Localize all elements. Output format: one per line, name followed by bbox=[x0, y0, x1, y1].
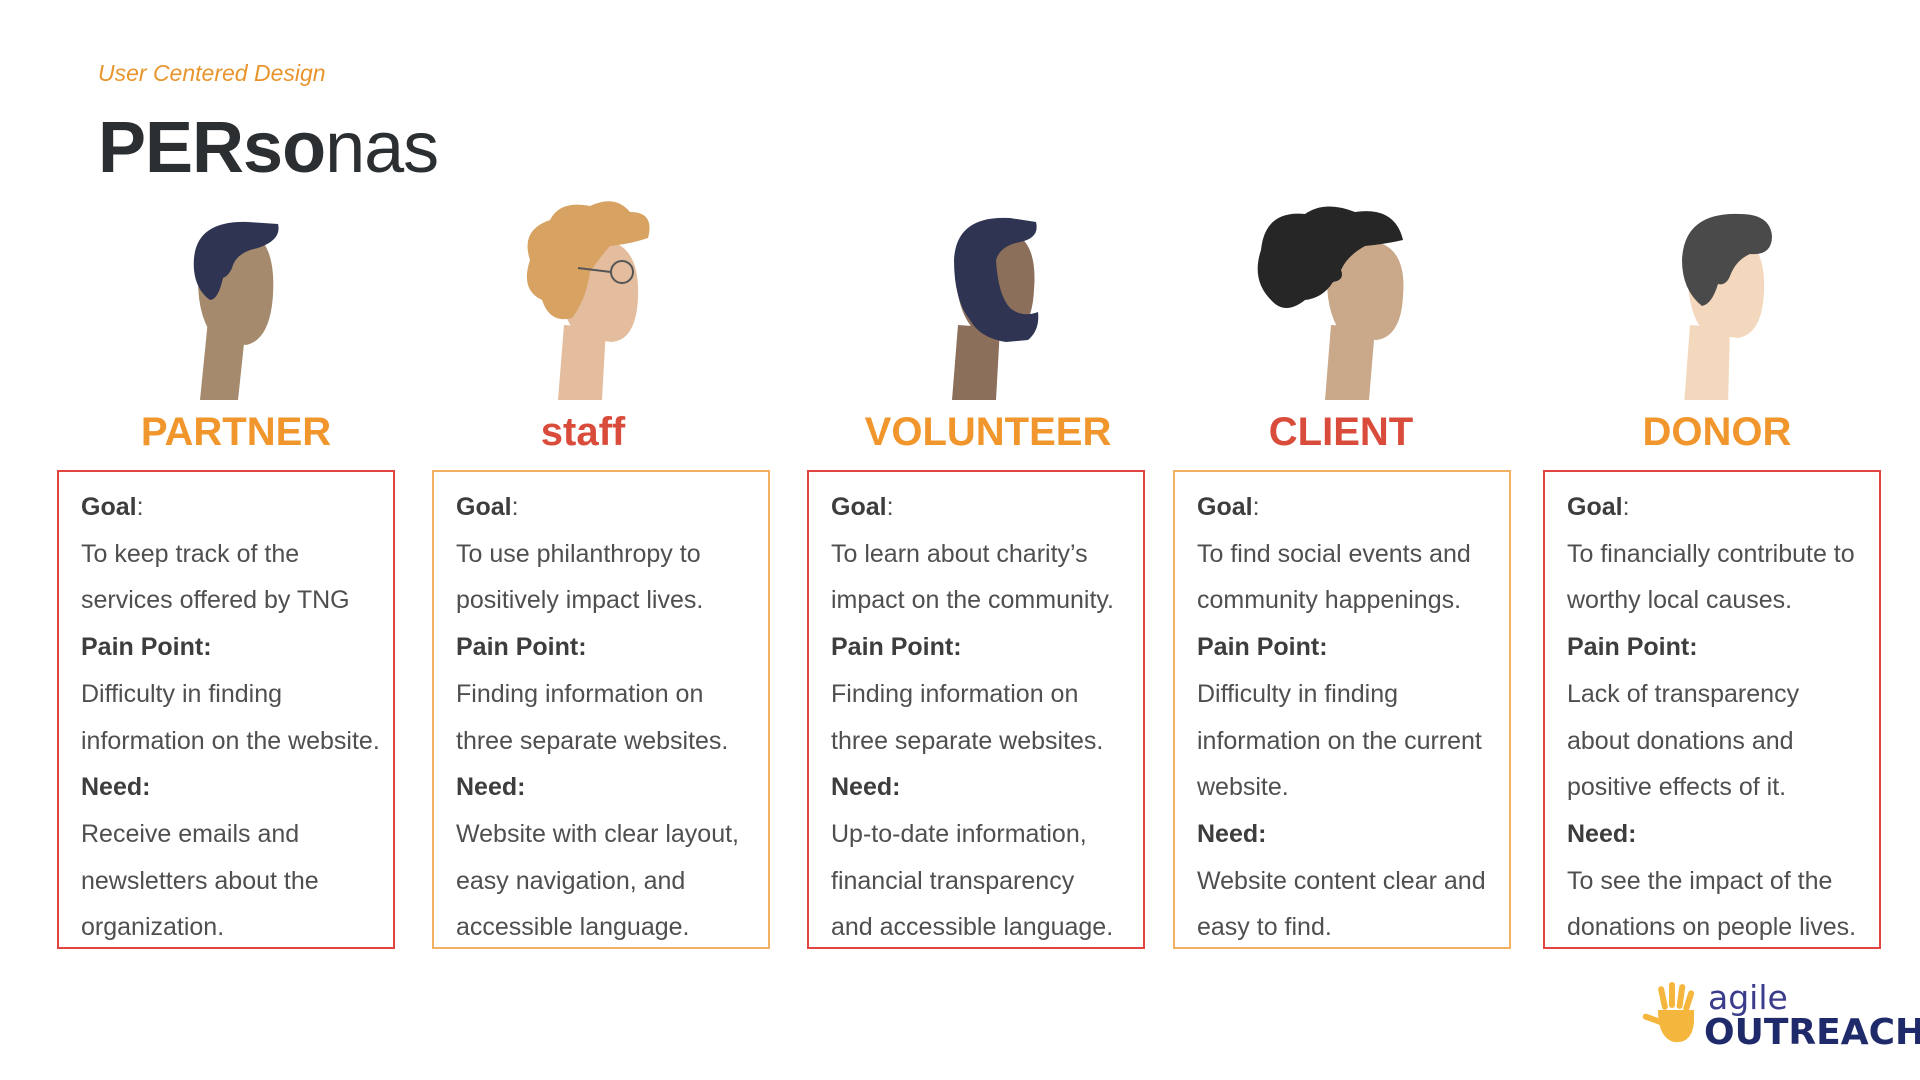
goal-label: Goal bbox=[831, 493, 887, 521]
goal-text: To learn about charity’s impact on the c… bbox=[831, 539, 1114, 615]
need-label: Need: bbox=[1197, 819, 1267, 848]
goal-label: Goal bbox=[456, 493, 512, 521]
need-label: Need: bbox=[831, 773, 901, 802]
goal-text: To find social events and community happ… bbox=[1197, 539, 1471, 615]
persona-name-client: CLIENT bbox=[1268, 410, 1414, 454]
goal-label: Goal bbox=[1567, 493, 1623, 521]
persona-card-partner: Goal: To keep track of the services offe… bbox=[57, 470, 395, 949]
subtitle: User Centered Design bbox=[98, 60, 326, 86]
goal-colon: : bbox=[1252, 493, 1260, 521]
need-text: Receive emails and newsletters about the… bbox=[81, 819, 319, 942]
goal-label: Goal bbox=[81, 493, 137, 521]
page-title-bold: PERso bbox=[98, 108, 326, 188]
page-title-light: nas bbox=[325, 108, 439, 188]
persona-card-volunteer: Goal: To learn about charity’s impact on… bbox=[807, 470, 1145, 949]
logo-text-outreach: OUTREACH bbox=[1704, 1012, 1920, 1053]
persona-name-donor: DONOR bbox=[1642, 410, 1792, 454]
need-label: Need: bbox=[81, 773, 151, 802]
pain-point-label: Pain Point: bbox=[1197, 633, 1328, 662]
need-text: To see the impact of the donations on pe… bbox=[1567, 866, 1857, 942]
goal-text: To financially contribute to worthy loca… bbox=[1567, 539, 1855, 615]
bearded-man-icon bbox=[910, 200, 1110, 400]
goal-text: To use philanthropy to positively impact… bbox=[456, 539, 704, 615]
woman-curly-hair-icon bbox=[1245, 200, 1445, 400]
goal-label: Goal bbox=[1197, 493, 1253, 521]
need-text: Up-to-date information, financial transp… bbox=[831, 819, 1114, 942]
page-title: PERsonas bbox=[98, 112, 439, 184]
man-swept-hair-icon bbox=[1640, 200, 1840, 400]
pain-point-label: Pain Point: bbox=[831, 633, 962, 662]
pain-point-text: Difficulty in finding information on the… bbox=[81, 679, 380, 755]
persona-name-volunteer: VOLUNTEER bbox=[864, 410, 1112, 454]
goal-colon: : bbox=[511, 493, 519, 521]
need-label: Need: bbox=[1567, 819, 1637, 848]
need-text: Website content clear and easy to find. bbox=[1197, 866, 1486, 942]
persona-name-staff: staff bbox=[540, 410, 626, 454]
hand-icon bbox=[1642, 982, 1695, 1043]
need-label: Need: bbox=[456, 773, 526, 802]
persona-card-staff: Goal: To use philanthropy to positively … bbox=[432, 470, 770, 949]
need-text: Website with clear layout, easy navigati… bbox=[456, 819, 739, 942]
pain-point-text: Lack of transparency about donations and… bbox=[1567, 679, 1800, 802]
goal-colon: : bbox=[136, 493, 144, 521]
goal-text: To keep track of the services offered by… bbox=[81, 539, 350, 615]
man-short-hair-icon bbox=[138, 200, 338, 400]
goal-colon: : bbox=[1622, 493, 1630, 521]
persona-card-donor: Goal: To financially contribute to worth… bbox=[1543, 470, 1881, 949]
pain-point-text: Finding information on three separate we… bbox=[456, 679, 729, 755]
goal-colon: : bbox=[886, 493, 894, 521]
persona-card-client: Goal: To find social events and communit… bbox=[1173, 470, 1511, 949]
pain-point-label: Pain Point: bbox=[1567, 633, 1698, 662]
logo-text-agile: agile bbox=[1708, 978, 1788, 1017]
pain-point-text: Finding information on three separate we… bbox=[831, 679, 1104, 755]
persona-name-partner: PARTNER bbox=[140, 410, 332, 454]
curly-hair-glasses-icon bbox=[520, 200, 720, 400]
pain-point-text: Difficulty in finding information on the… bbox=[1197, 679, 1482, 802]
agile-outreach-logo: agile OUTREACH bbox=[1640, 978, 1920, 1053]
pain-point-label: Pain Point: bbox=[81, 633, 212, 662]
pain-point-label: Pain Point: bbox=[456, 633, 587, 662]
